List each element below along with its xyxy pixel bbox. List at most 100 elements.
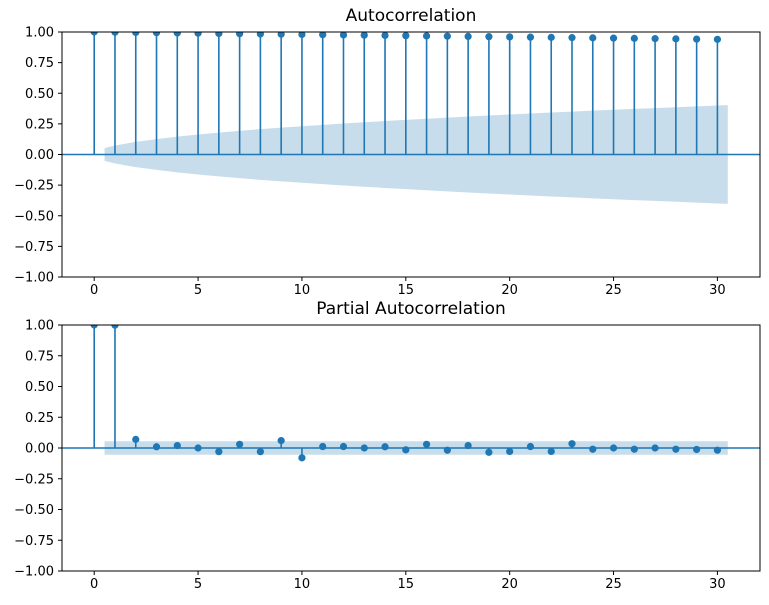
acf-stem-marker [713, 35, 722, 43]
pacf-y-tick-label: 0.25 [25, 411, 54, 426]
pacf-stem-marker [194, 444, 202, 452]
pacf-stem-marker [402, 446, 410, 454]
acf-stem-marker [402, 32, 410, 40]
acf-y-tick-label: 0.50 [25, 87, 54, 102]
pacf-stem-marker [215, 448, 223, 456]
acf-stem-marker [132, 32, 140, 37]
acf-y-tick-label: 0.25 [25, 117, 54, 132]
acf-stem-marker [651, 35, 659, 43]
pacf-y-tick-label: −0.75 [14, 534, 54, 549]
pacf-stem-marker [547, 447, 555, 456]
pacf-data-layer [62, 325, 760, 462]
pacf-stem-marker [464, 441, 472, 450]
acf-stem-marker [589, 34, 597, 42]
acf-x-tick-label: 15 [398, 283, 415, 298]
pacf-stem-marker [298, 454, 306, 462]
acf-plot-title: Autocorrelation [345, 6, 477, 26]
pacf-x-tick-label: 15 [398, 577, 415, 592]
pacf-stem-marker [90, 325, 98, 329]
acf-stem-marker [194, 32, 202, 37]
acf-stem-marker [381, 32, 389, 40]
pacf-stem-marker [672, 445, 680, 453]
acf-stem-marker [173, 32, 181, 37]
acf-x-tick-label: 0 [90, 283, 98, 298]
pacf-stem-marker [443, 446, 451, 454]
pacf-y-tick-label: −0.50 [14, 503, 54, 518]
acf-stem-marker [526, 33, 535, 41]
acf-x-tick-label: 25 [605, 283, 622, 298]
pacf-plot-title: Partial Autocorrelation [316, 299, 506, 319]
pacf-stem-marker [568, 440, 576, 448]
acf-stem-marker [360, 32, 368, 39]
acf-y-tick-label: −1.00 [14, 271, 54, 286]
pacf-stem-marker [360, 444, 368, 452]
acf-stem-marker [215, 32, 223, 38]
pacf-stem-marker [589, 445, 597, 453]
acf-y-tick-label: 0.00 [25, 148, 54, 163]
acf-y-tick-label: 1.00 [25, 26, 54, 41]
acf-stem-marker [485, 33, 493, 41]
pacf-stem-marker [713, 446, 722, 454]
acf-stem-marker [422, 32, 431, 40]
acf-stem-marker [236, 32, 244, 38]
acf-stem-marker [277, 32, 285, 38]
pacf-stem-marker [381, 443, 389, 451]
pacf-x-tick-label: 20 [501, 577, 518, 592]
pacf-stem-marker [526, 442, 535, 451]
acf-stem-marker [568, 34, 576, 42]
pacf-stem-marker [236, 440, 244, 448]
pacf-stem-marker [111, 325, 119, 329]
acf-stem-marker [298, 32, 306, 39]
pacf-stem-marker [173, 441, 181, 450]
pacf-y-tick-label: 0.75 [25, 349, 54, 364]
acf-stem-marker [609, 34, 618, 42]
pacf-stem-marker [693, 445, 701, 454]
acf-stem-marker [506, 33, 514, 41]
pacf-x-tick-label: 30 [709, 577, 726, 592]
pacf-stem-marker [277, 437, 285, 445]
pacf-stem-marker [152, 443, 161, 451]
acf-x-tick-label: 20 [501, 283, 518, 298]
pacf-stem-marker [339, 442, 348, 451]
pacf-y-tick-label: 1.00 [25, 319, 54, 334]
acf-stem-marker [672, 35, 680, 43]
acf-stem-marker [630, 34, 638, 42]
pacf-stem-marker [485, 448, 493, 456]
acf-stem-marker [547, 33, 555, 41]
acf-x-tick-label: 30 [709, 283, 726, 298]
acf-stem-marker [464, 32, 472, 41]
pacf-stem-marker [651, 444, 659, 452]
acf-stem-marker [319, 32, 327, 39]
pacf-stem-marker [422, 440, 431, 448]
pacf-y-tick-label: −1.00 [14, 565, 54, 580]
acf-data-layer [62, 32, 760, 204]
pacf-x-tick-label: 10 [294, 577, 311, 592]
pacf-stem-marker [319, 442, 327, 451]
acf-stem-marker [152, 32, 161, 37]
acf-x-tick-label: 10 [294, 283, 311, 298]
pacf-y-tick-label: −0.25 [14, 472, 54, 487]
acf-y-tick-label: −0.25 [14, 179, 54, 194]
pacf-x-tick-label: 25 [605, 577, 622, 592]
pacf-y-tick-label: 0.00 [25, 442, 54, 457]
acf-stem-marker [443, 32, 451, 40]
pacf-x-tick-label: 0 [90, 577, 98, 592]
pacf-stem-marker [630, 445, 638, 453]
acf-stem-marker [256, 32, 264, 38]
acf-y-tick-label: −0.50 [14, 209, 54, 224]
acf-y-tick-label: 0.75 [25, 56, 54, 71]
acf-y-tick-label: −0.75 [14, 240, 54, 255]
acf-stem-marker [693, 35, 701, 43]
pacf-y-tick-label: 0.50 [25, 380, 54, 395]
acf-x-tick-label: 5 [194, 283, 202, 298]
pacf-stem-marker [609, 444, 618, 452]
pacf-stem-marker [256, 448, 264, 456]
acf-stem-marker [339, 32, 348, 39]
acf-stem-marker [90, 32, 98, 36]
acf-stem-marker [111, 32, 119, 36]
pacf-stem-marker [506, 447, 514, 456]
pacf-x-tick-label: 5 [194, 577, 202, 592]
pacf-stem-marker [132, 435, 140, 443]
